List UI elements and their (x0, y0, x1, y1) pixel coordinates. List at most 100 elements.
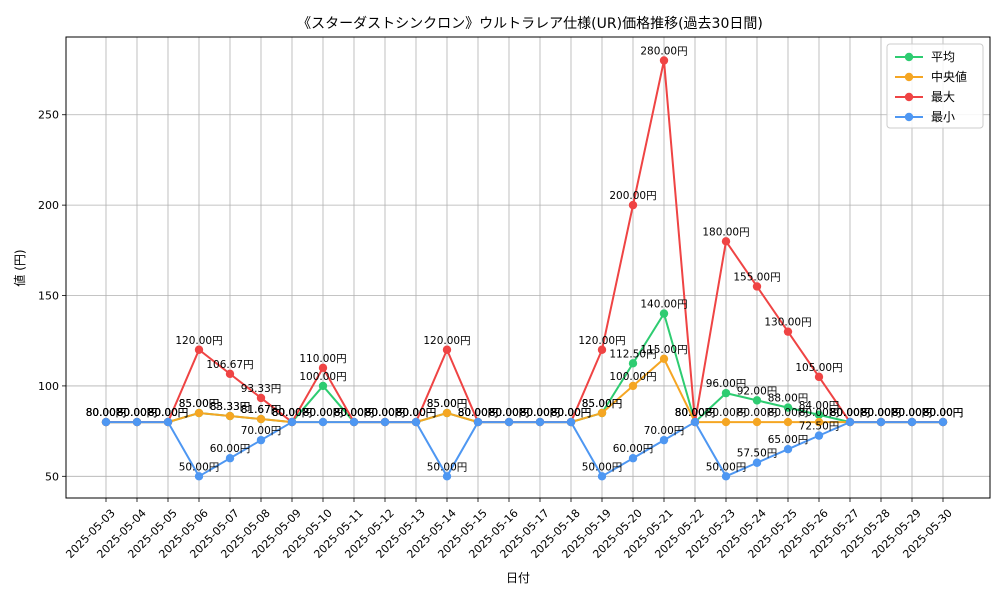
series-point-3 (876, 417, 886, 427)
data-label-2: 200.00円 (609, 190, 656, 202)
data-label-3: 50.00円 (706, 461, 747, 473)
data-label-0: 80.00円 (396, 407, 437, 419)
y-tick-label: 100 (38, 380, 59, 393)
data-label-0: 85.00円 (427, 398, 468, 410)
series-point-3 (411, 417, 421, 427)
data-label-1: 80.00円 (799, 407, 840, 419)
y-tick-label: 150 (38, 290, 59, 303)
series-point-2 (256, 393, 266, 403)
data-label-1: 80.00円 (520, 407, 561, 419)
data-label-0: 80.00円 (334, 407, 375, 419)
data-label-2: 80.00円 (117, 407, 158, 419)
series-point-2 (752, 282, 762, 291)
data-label-3: 80.00円 (148, 407, 189, 419)
series-point-3 (101, 417, 111, 427)
data-label-1: 85.00円 (582, 398, 623, 410)
x-axis-label: 日付 (506, 571, 530, 585)
data-label-0: 112.50円 (609, 348, 656, 360)
series-point-0 (783, 403, 793, 412)
y-tick-label: 50 (45, 470, 59, 483)
data-label-0: 80.00円 (365, 407, 406, 419)
data-label-3: 80.00円 (334, 407, 375, 419)
data-label-1: 81.67円 (241, 404, 282, 416)
data-label-1: 85.00円 (179, 398, 220, 410)
series-point-0 (318, 381, 328, 391)
data-label-2: 120.00円 (175, 335, 222, 347)
series-point-2 (597, 345, 607, 354)
data-label-1: 80.00円 (458, 407, 499, 419)
data-label-0: 140.00円 (640, 299, 687, 311)
series-point-3 (256, 435, 266, 445)
series-point-3 (318, 417, 328, 427)
data-label-3: 80.00円 (489, 407, 530, 419)
data-label-2: 80.00円 (86, 407, 127, 419)
series-point-2 (442, 345, 452, 354)
data-label-1: 80.00円 (396, 407, 437, 419)
data-label-2: 80.00円 (675, 407, 716, 419)
data-label-1: 80.00円 (892, 407, 933, 419)
data-label-0: 85.00円 (582, 398, 623, 410)
data-label-0: 80.00円 (830, 407, 871, 419)
series-point-3 (752, 458, 762, 467)
series-point-1 (597, 408, 607, 418)
series-point-2 (783, 327, 793, 336)
series-point-0 (628, 359, 638, 368)
series-point-3 (380, 417, 390, 427)
series-lines (101, 56, 948, 481)
series-point-3 (814, 431, 824, 440)
data-label-3: 80.00円 (303, 407, 344, 419)
data-label-3: 72.50円 (799, 421, 840, 433)
series-point-2 (628, 200, 638, 210)
data-label-1: 80.00円 (768, 407, 809, 419)
series-point-1 (442, 408, 452, 418)
data-label-1: 80.00円 (830, 407, 871, 419)
data-label-1: 80.00円 (551, 407, 592, 419)
plot-area-frame (65, 36, 991, 499)
data-label-3: 80.00円 (458, 407, 499, 419)
series-point-2 (225, 369, 235, 379)
data-label-3: 50.00円 (427, 461, 468, 473)
data-label-0: 80.00円 (272, 407, 313, 419)
data-label-0: 84.00円 (799, 400, 840, 412)
data-label-0: 80.00円 (892, 407, 933, 419)
data-label-1: 80.00円 (272, 407, 313, 419)
series-point-3 (845, 417, 855, 427)
data-label-2: 80.00円 (148, 407, 189, 419)
data-label-1: 85.00円 (427, 398, 468, 410)
series-point-1 (256, 414, 266, 424)
series-point-0 (659, 309, 669, 318)
data-label-0: 80.00円 (861, 407, 902, 419)
series-point-3 (628, 454, 638, 463)
data-label-1: 80.00円 (706, 407, 747, 419)
data-label-3: 80.00円 (272, 407, 313, 419)
legend-swatch-marker (904, 72, 914, 82)
data-label-1: 83.33円 (210, 401, 251, 413)
data-label-2: 105.00円 (795, 362, 842, 374)
data-label-2: 120.00円 (578, 335, 625, 347)
series-point-3 (721, 472, 731, 481)
data-label-2: 130.00円 (764, 317, 811, 329)
series-point-2 (318, 363, 328, 373)
series-point-3 (690, 417, 700, 427)
data-label-2: 155.00円 (733, 271, 780, 283)
data-label-2: 93.33円 (241, 383, 282, 395)
data-label-0: 80.00円 (148, 407, 189, 419)
data-label-0: 80.00円 (923, 407, 964, 419)
data-label-1: 80.00円 (148, 407, 189, 419)
series-point-3 (566, 417, 576, 427)
data-label-1: 115.00円 (640, 344, 687, 356)
data-label-3: 80.00円 (365, 407, 406, 419)
series-point-3 (194, 472, 204, 481)
data-label-2: 80.00円 (830, 407, 871, 419)
series-point-2 (659, 56, 669, 65)
legend-swatch-marker (904, 92, 914, 102)
series-point-3 (163, 417, 173, 427)
data-label-2: 80.00円 (923, 407, 964, 419)
series-point-3 (535, 417, 545, 427)
data-labels: 80.00円80.00円80.00円85.00円83.33円81.67円80.0… (86, 46, 964, 474)
data-label-1: 80.00円 (489, 407, 530, 419)
legend-box (886, 43, 984, 129)
series-line-3 (106, 420, 943, 479)
